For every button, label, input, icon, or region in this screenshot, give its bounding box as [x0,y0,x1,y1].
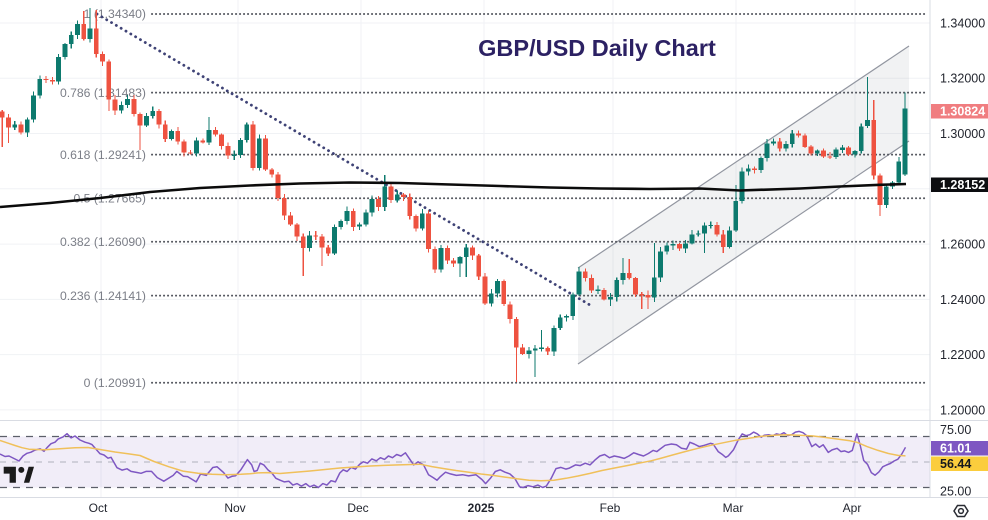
svg-text:1.30000: 1.30000 [940,127,985,141]
svg-text:1.20000: 1.20000 [940,404,985,418]
svg-text:0.236 (1.24141): 0.236 (1.24141) [60,289,146,303]
svg-text:1.34000: 1.34000 [940,16,985,30]
svg-text:0.382 (1.26090): 0.382 (1.26090) [60,235,146,249]
svg-text:61.01: 61.01 [940,442,971,456]
svg-text:75.00: 75.00 [940,423,971,437]
svg-text:1.28152: 1.28152 [940,178,985,192]
svg-text:1 (1.34340): 1 (1.34340) [84,7,146,21]
svg-text:Feb: Feb [600,501,621,515]
svg-text:1.22000: 1.22000 [940,348,985,362]
svg-text:Mar: Mar [723,501,744,515]
svg-text:0 (1.20991): 0 (1.20991) [84,376,146,390]
svg-text:0.618 (1.29241): 0.618 (1.29241) [60,148,146,162]
svg-text:1.24000: 1.24000 [940,293,985,307]
svg-text:56.44: 56.44 [940,457,971,471]
svg-text:1.32000: 1.32000 [940,72,985,86]
svg-text:Oct: Oct [89,501,108,515]
svg-text:1.26000: 1.26000 [940,238,985,252]
svg-text:2025: 2025 [468,501,495,515]
svg-text:1.30824: 1.30824 [940,105,985,119]
svg-text:GBP/USD Daily Chart: GBP/USD Daily Chart [478,35,716,61]
svg-text:Nov: Nov [224,501,245,515]
svg-text:Dec: Dec [347,501,368,515]
svg-text:Apr: Apr [843,501,862,515]
svg-text:0.786 (1.31483): 0.786 (1.31483) [60,86,146,100]
svg-text:25.00: 25.00 [940,484,971,498]
